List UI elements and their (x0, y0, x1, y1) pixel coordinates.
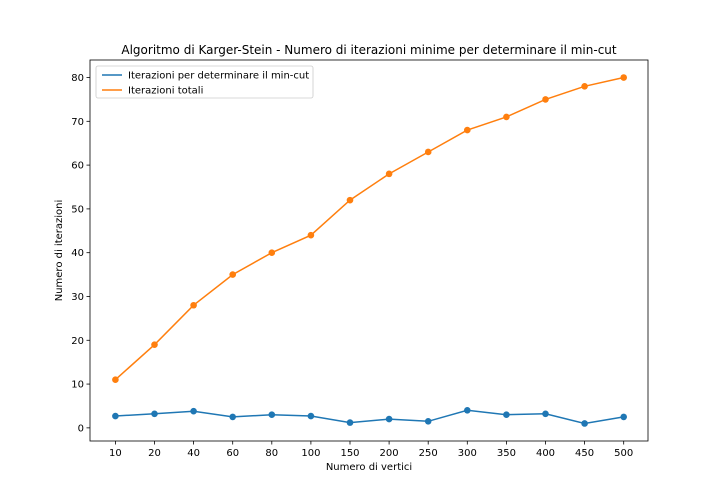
x-tick-label: 350 (497, 448, 516, 459)
data-point (229, 271, 236, 278)
data-point (151, 410, 158, 418)
data-point (620, 413, 627, 421)
data-point (385, 170, 393, 178)
series-2 (112, 74, 627, 383)
y-tick-label: 80 (71, 73, 84, 84)
data-point (112, 412, 119, 420)
data-point (268, 411, 276, 419)
x-tick-label: 450 (575, 448, 594, 459)
data-point (424, 417, 432, 425)
data-point (151, 341, 158, 348)
chart-title: Algoritmo di Karger-Stein - Numero di it… (121, 43, 617, 57)
data-point (307, 231, 315, 239)
x-tick-label: 300 (458, 448, 477, 459)
data-point (229, 413, 236, 421)
data-point (581, 420, 588, 427)
series-line (115, 409, 624, 425)
data-point (346, 196, 354, 204)
y-axis-label: Numero di iterazioni (54, 200, 65, 302)
data-point (385, 415, 393, 423)
x-tick-label: 40 (187, 448, 200, 459)
x-tick-label: 150 (340, 448, 359, 459)
data-point (620, 74, 627, 81)
data-point (424, 148, 432, 156)
data-point (464, 126, 471, 134)
data-point (190, 301, 197, 309)
data-point (346, 419, 354, 426)
plot-frame (89, 59, 649, 442)
data-point (542, 410, 549, 418)
series-group (112, 74, 627, 427)
data-point (268, 249, 276, 256)
legend-label: Iterazioni totali (128, 86, 203, 97)
y-tick-label: 20 (71, 336, 84, 347)
data-point (581, 82, 588, 90)
data-point (503, 411, 510, 419)
x-tick-label: 250 (419, 448, 438, 459)
x-tick-label: 60 (226, 448, 239, 459)
data-point (112, 376, 119, 383)
data-point (464, 407, 471, 414)
x-tick-label: 200 (380, 448, 399, 459)
y-tick-label: 50 (71, 204, 84, 215)
x-tick-label: 80 (265, 448, 278, 459)
y-tick-label: 0 (78, 423, 84, 434)
data-point (307, 412, 315, 420)
x-tick-label: 400 (536, 448, 555, 459)
y-tick-label: 60 (71, 161, 84, 172)
legend-box (95, 65, 314, 99)
legend: Iterazioni per determinare il min-cut Ite… (95, 65, 314, 99)
legend-label: Iterazioni per determinare il min-cut (128, 71, 309, 82)
x-tick-label: 500 (614, 448, 633, 459)
axes: 10 20 40 60 80 100 150 200 250 300 350 400 450 500 0 10… (71, 59, 649, 459)
y-tick-label: 70 (71, 117, 84, 128)
data-point (503, 113, 510, 121)
series-1 (112, 407, 627, 427)
y-tick-label: 30 (71, 292, 84, 303)
y-tick-label: 40 (71, 248, 84, 259)
x-tick-label: 20 (148, 448, 161, 459)
x-tick-label: 100 (301, 448, 320, 459)
data-point (542, 96, 549, 103)
x-axis-label: Numero di vertici (326, 462, 412, 473)
y-tick-label: 10 (71, 380, 84, 391)
data-point (190, 407, 197, 415)
x-tick-label: 10 (109, 448, 122, 459)
series-line (114, 76, 624, 381)
